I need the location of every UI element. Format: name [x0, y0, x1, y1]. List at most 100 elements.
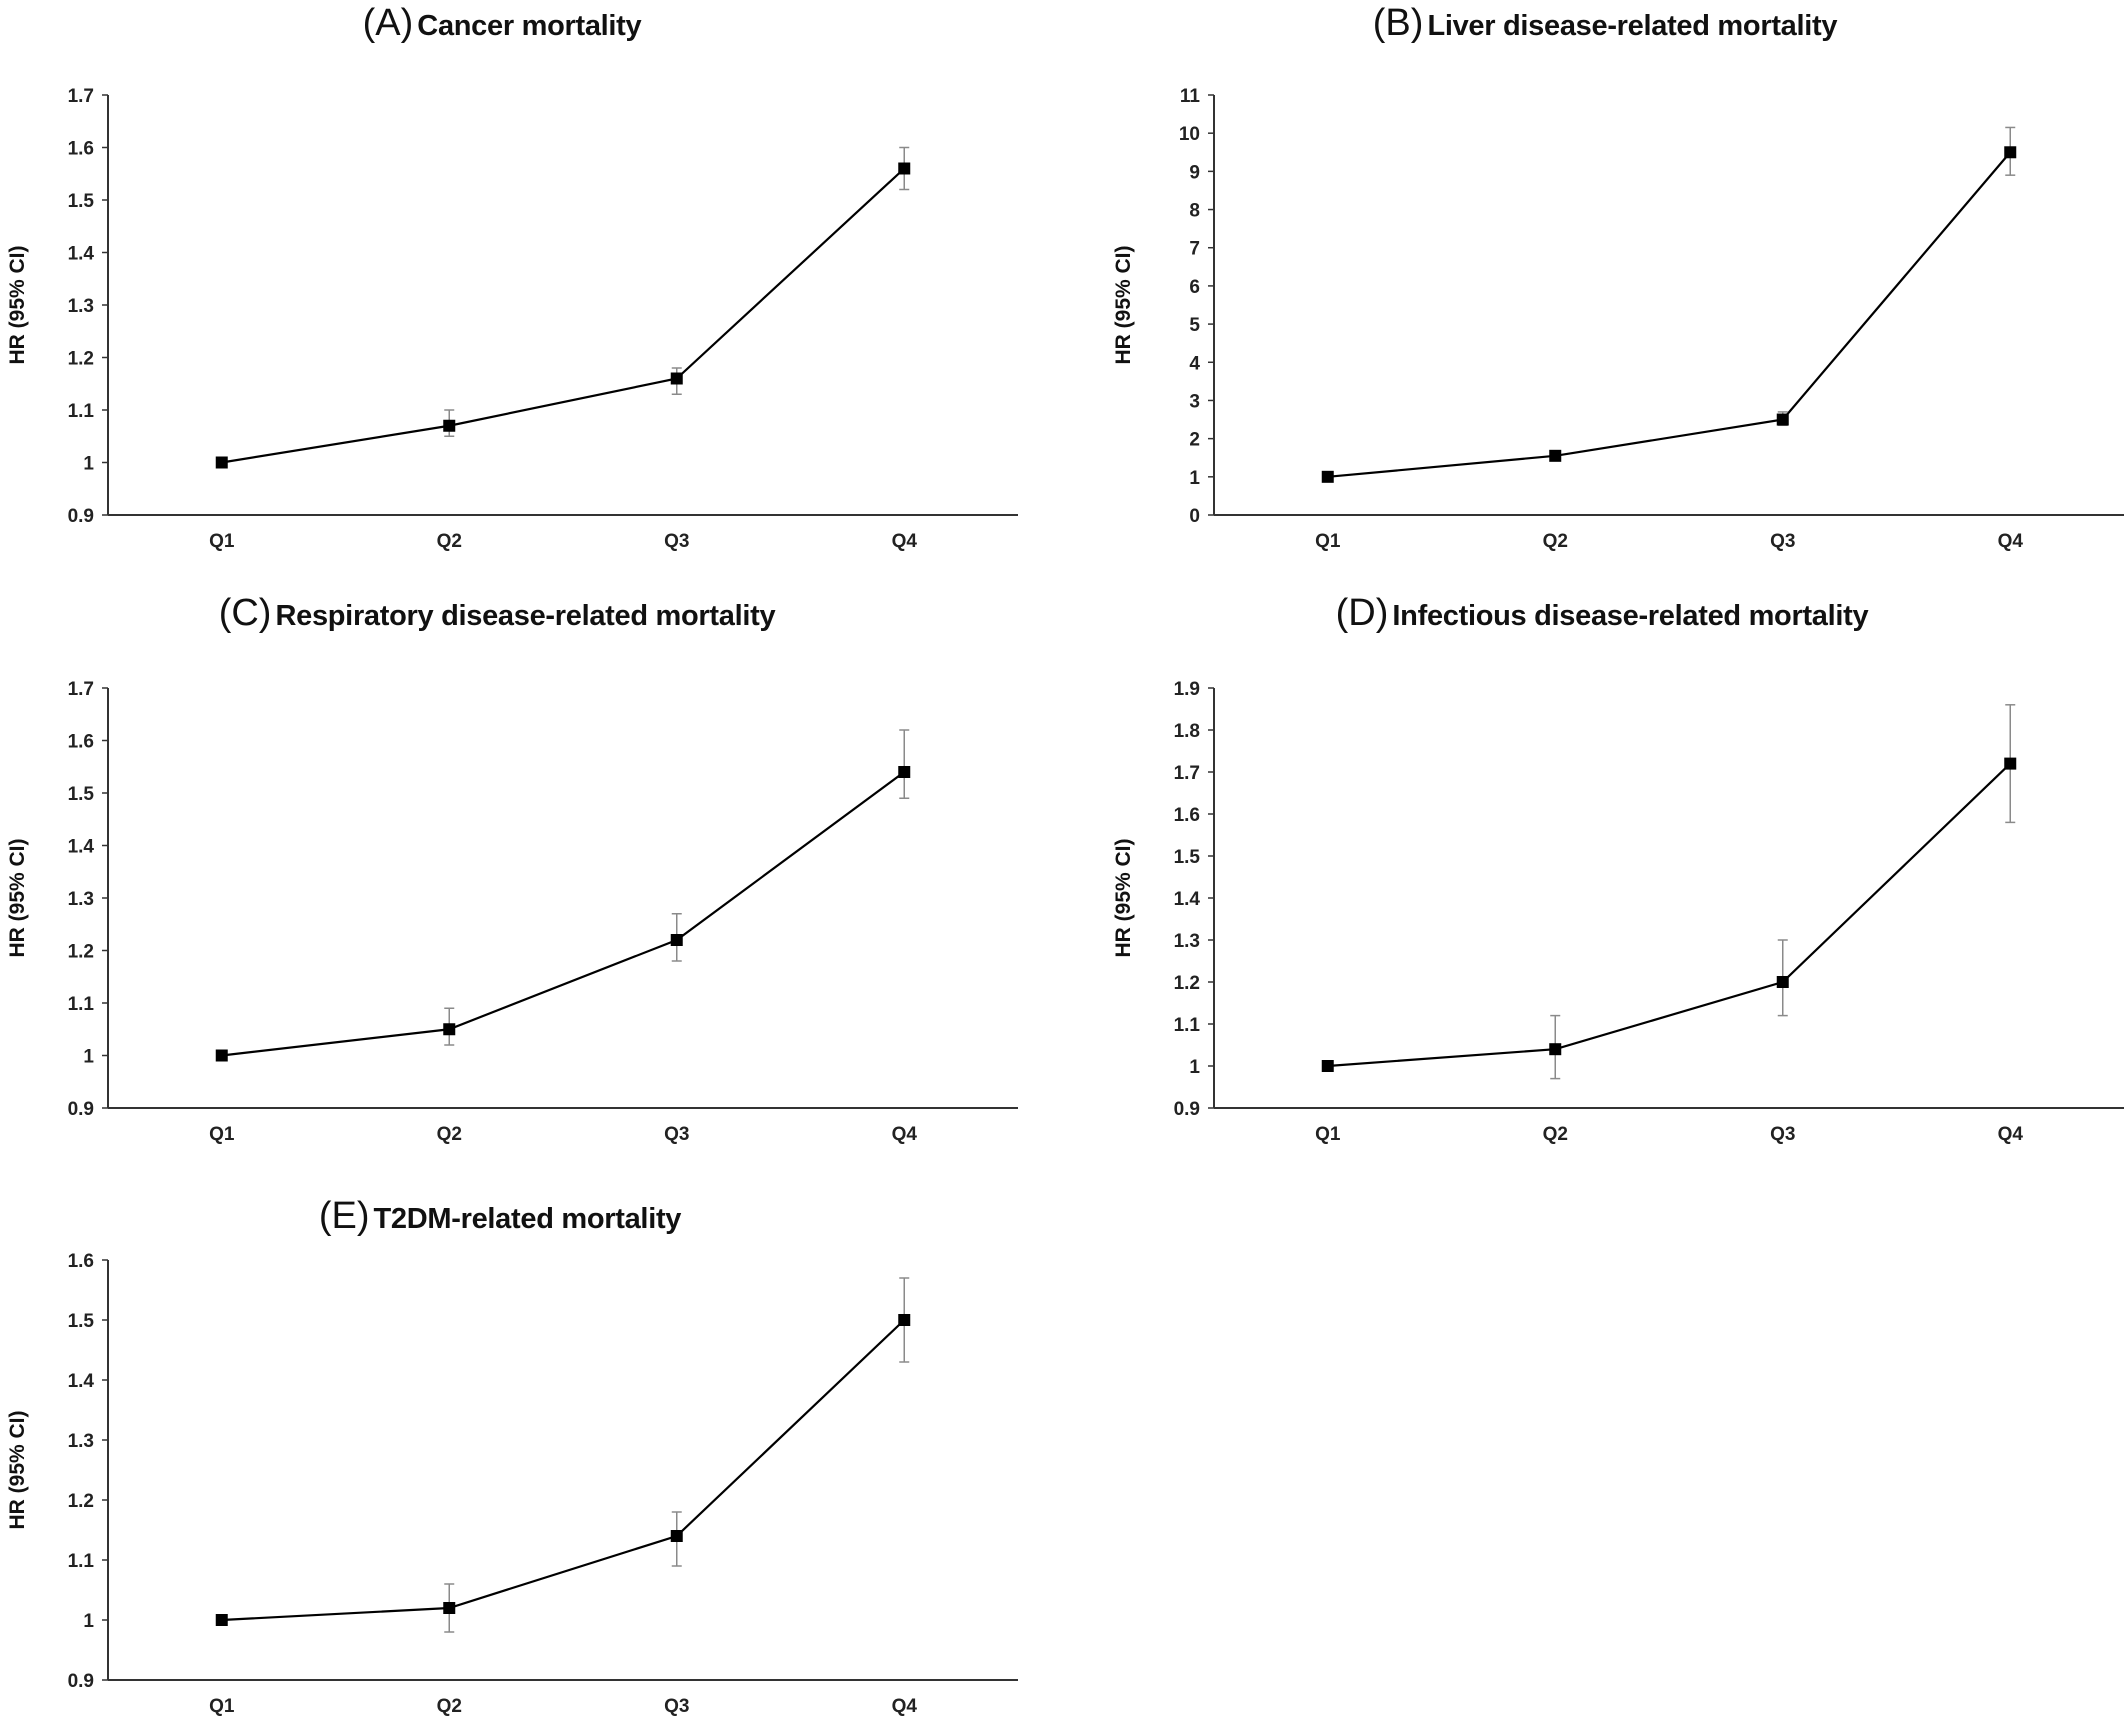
y-tick-label: 9 — [1189, 162, 1200, 183]
y-tick-label: 0 — [1189, 506, 1200, 527]
panel-title-text: T2DM-related mortality — [373, 1203, 682, 1235]
y-tick-label: 1.1 — [1174, 1015, 1201, 1036]
y-tick-label: 1.1 — [68, 401, 95, 422]
y-tick-label: 1.4 — [68, 244, 95, 265]
panel-letter: (D) — [1335, 592, 1389, 634]
y-tick-label: 3 — [1189, 391, 1200, 412]
y-tick-label: 1.2 — [68, 1491, 94, 1512]
data-point — [898, 766, 911, 778]
data-point — [1321, 1060, 1334, 1072]
y-tick-label: 1.3 — [1174, 931, 1200, 952]
y-tick-label: 1.4 — [68, 1371, 95, 1392]
series-line — [221, 1319, 906, 1622]
x-tick-label: Q4 — [1998, 1124, 2024, 1145]
data-point — [443, 1023, 456, 1036]
y-tick-label: 1.5 — [1174, 847, 1201, 868]
y-tick-label: 0.9 — [68, 1099, 94, 1120]
data-point — [215, 1614, 228, 1626]
series-line — [1327, 151, 2012, 478]
x-tick-label: Q4 — [892, 531, 918, 552]
chart-title: (E) T2DM-related mortality — [318, 1195, 682, 1238]
y-tick-label: 0.9 — [68, 1671, 94, 1692]
data-point — [1549, 449, 1562, 462]
y-tick-label: 1.4 — [1174, 889, 1201, 910]
data-point — [1321, 470, 1334, 483]
panel-title-text: Infectious disease-related mortality — [1392, 600, 1869, 632]
x-tick-label: Q3 — [664, 1696, 689, 1717]
x-tick-label: Q2 — [437, 1696, 462, 1717]
y-tick-label: 1.5 — [68, 784, 95, 805]
y-tick-label: 1.1 — [68, 1551, 95, 1572]
x-tick-label: Q1 — [209, 531, 235, 552]
series-line — [1327, 762, 2012, 1068]
panel-letter: (C) — [218, 592, 272, 634]
x-tick-label: Q1 — [209, 1696, 235, 1717]
y-tick-label: 8 — [1189, 201, 1200, 222]
chart-title: (A) Cancer mortality — [363, 2, 642, 45]
data-point — [1776, 976, 1789, 988]
data-point — [898, 1314, 911, 1326]
panel-title-text: Respiratory disease-related mortality — [275, 600, 776, 632]
y-axis-label: HR (95% CI) — [6, 1410, 29, 1530]
x-tick-label: Q4 — [1998, 531, 2024, 552]
y-tick-label: 1.4 — [68, 837, 95, 858]
chart-svg: 0 1 2 3 4 5 6 7 8 9 10 11 Q1 Q2 Q3 Q4 — [1179, 86, 2124, 552]
x-tick-label: Q1 — [1315, 531, 1341, 552]
y-tick-label: 1.2 — [68, 942, 94, 963]
x-tick-label: Q3 — [664, 1124, 689, 1145]
y-tick-label: 1.2 — [68, 349, 94, 370]
panel-letter: (E) — [318, 1195, 370, 1237]
y-tick-label: 1 — [1189, 1057, 1200, 1078]
y-tick-label: 11 — [1180, 86, 1201, 107]
x-tick-label: Q2 — [437, 531, 462, 552]
y-tick-label: 1 — [83, 1047, 94, 1068]
panel-title-text: Liver disease-related mortality — [1427, 10, 1838, 42]
chart-title: (B) Liver disease-related mortality — [1372, 2, 1838, 45]
y-tick-label: 1.3 — [68, 296, 94, 317]
y-tick-label: 1.9 — [1174, 679, 1200, 700]
y-tick-label: 1 — [83, 1611, 94, 1632]
chart-svg: 0.9 1 1.1 1.2 1.3 1.4 1.5 1.6 1.7 Q1 Q2 Q3 Q4 — [68, 679, 1018, 1145]
panel-letter: (A) — [362, 2, 414, 44]
y-tick-label: 1.7 — [1174, 763, 1200, 784]
chart-svg: 0.9 1 1.1 1.2 1.3 1.4 1.5 1.6 1.7 1.8 1.9 Q1 Q2 Q3 Q4 — [1174, 679, 2124, 1145]
data-point — [443, 1602, 456, 1614]
data-point — [670, 934, 683, 946]
data-point — [215, 456, 228, 469]
y-tick-label: 1.6 — [1174, 805, 1200, 826]
chart-svg: 0.9 1 1.1 1.2 1.3 1.4 1.5 1.6 Q1 Q2 Q3 Q4 — [68, 1251, 1018, 1717]
y-tick-label: 0.9 — [1174, 1099, 1200, 1120]
data-point — [2004, 757, 2017, 770]
data-point — [670, 1530, 683, 1542]
y-tick-label: 1 — [1189, 468, 1200, 489]
y-tick-label: 1.3 — [68, 1431, 94, 1452]
data-point — [1549, 1043, 1562, 1056]
data-point — [215, 1049, 228, 1062]
series-line — [221, 167, 905, 464]
y-tick-label: 1.3 — [68, 889, 94, 910]
x-tick-label: Q3 — [1770, 1124, 1795, 1145]
y-tick-label: 1.6 — [68, 732, 94, 753]
y-tick-label: 2 — [1189, 430, 1200, 451]
data-point — [1776, 413, 1789, 426]
error-bar — [899, 729, 910, 799]
x-tick-label: Q4 — [892, 1124, 918, 1145]
data-point — [443, 419, 456, 432]
y-tick-label: 1.7 — [68, 679, 94, 700]
y-tick-label: 5 — [1189, 315, 1200, 336]
x-tick-label: Q2 — [437, 1124, 462, 1145]
y-tick-label: 1.5 — [68, 191, 95, 212]
y-axis-label: HR (95% CI) — [6, 245, 29, 365]
y-tick-label: 1.6 — [68, 1251, 94, 1272]
y-tick-label: 4 — [1189, 353, 1200, 374]
y-tick-label: 0.9 — [68, 506, 94, 527]
y-tick-label: 1.1 — [68, 994, 95, 1015]
chart-title: (C) Respiratory disease-related mortality — [219, 592, 776, 635]
y-tick-label: 1 — [83, 454, 94, 475]
y-tick-label: 1.2 — [1174, 973, 1200, 994]
y-tick-label: 1.6 — [68, 139, 94, 160]
y-tick-label: 6 — [1189, 277, 1200, 298]
x-tick-label: Q2 — [1543, 1124, 1568, 1145]
panel-letter: (B) — [1372, 2, 1424, 44]
series-line — [221, 771, 905, 1057]
